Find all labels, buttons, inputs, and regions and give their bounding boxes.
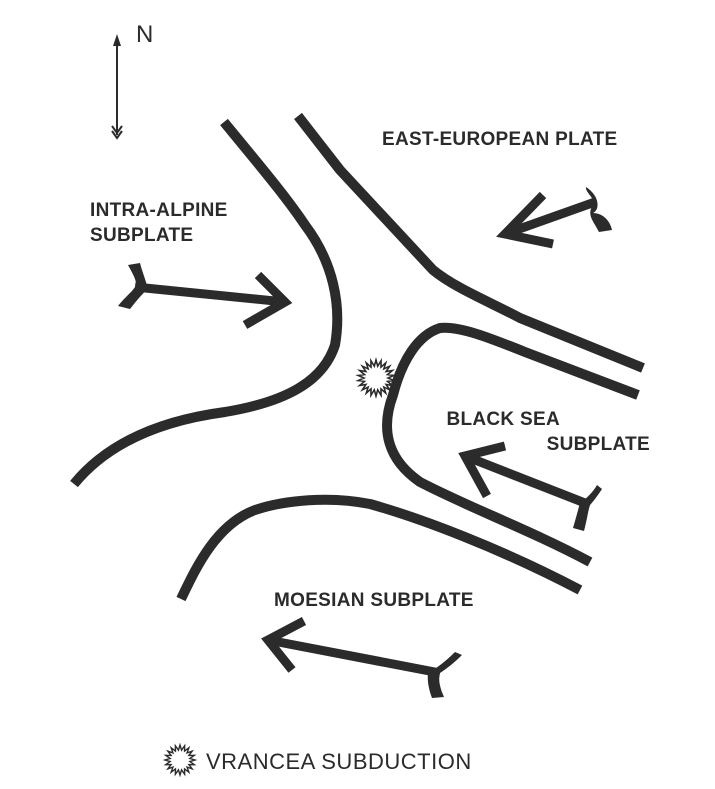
black-sea-line2: SUBPLATE xyxy=(546,434,650,455)
intra-alpine-line1: INTRA-ALPINE xyxy=(90,200,228,221)
intra-alpine-subplate-label: INTRA-ALPINE SUBPLATE xyxy=(90,198,228,248)
east-european-motion-arrow xyxy=(496,187,612,249)
north-arrow-icon xyxy=(111,34,123,140)
intra-alpine-motion-arrow xyxy=(118,263,293,329)
moesian-motion-arrow xyxy=(261,617,462,698)
north-label: N xyxy=(136,21,154,48)
black-sea-boundary xyxy=(382,322,640,567)
black-sea-motion-arrow xyxy=(458,441,602,531)
black-sea-line1: BLACK SEA xyxy=(446,409,560,430)
moesian-subplate-label: MOESIAN SUBPLATE xyxy=(274,590,474,611)
legend-star-burst-icon xyxy=(162,742,198,778)
east-european-plate-label: EAST-EUROPEAN PLATE xyxy=(382,129,618,150)
intra-alpine-boundary xyxy=(70,118,343,488)
vrancea-star-burst-icon xyxy=(355,357,397,399)
legend-label: VRANCEA SUBDUCTION xyxy=(206,749,472,774)
black-sea-subplate-label: BLACK SEA SUBPLATE xyxy=(446,407,650,457)
intra-alpine-line2: SUBPLATE xyxy=(90,225,194,246)
east-european-boundary xyxy=(294,112,645,373)
moesian-boundary xyxy=(176,494,583,602)
